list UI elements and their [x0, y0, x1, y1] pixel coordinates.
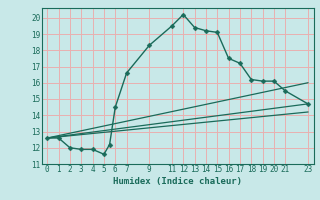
X-axis label: Humidex (Indice chaleur): Humidex (Indice chaleur)	[113, 177, 242, 186]
